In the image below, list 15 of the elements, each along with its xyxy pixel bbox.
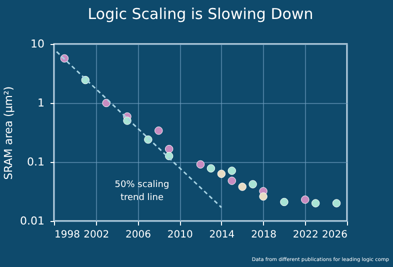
x-tick-label: 2022 [292, 230, 318, 240]
x-tick-label: 2018 [251, 230, 277, 240]
annotation: 50% scaling trend line [114, 180, 170, 203]
y-tick-label: 0.1 [27, 156, 44, 168]
x-tick-label: 2026 [322, 230, 348, 240]
y-axis-title: SRAM area (µm²) [2, 86, 16, 180]
chart-title: Logic Scaling is Slowing Down [88, 5, 314, 23]
x-tick-label: 2002 [84, 230, 110, 240]
x-tick-label: 2014 [209, 230, 235, 240]
x-tick-label: 2010 [167, 230, 193, 240]
x-tick-label: 1998 [54, 230, 80, 240]
x-tick-label: 2006 [125, 230, 151, 240]
y-tick-label: 1 [38, 96, 44, 110]
y-tick-label: 0.01 [20, 214, 44, 228]
y-tick-label: 10 [30, 38, 44, 50]
